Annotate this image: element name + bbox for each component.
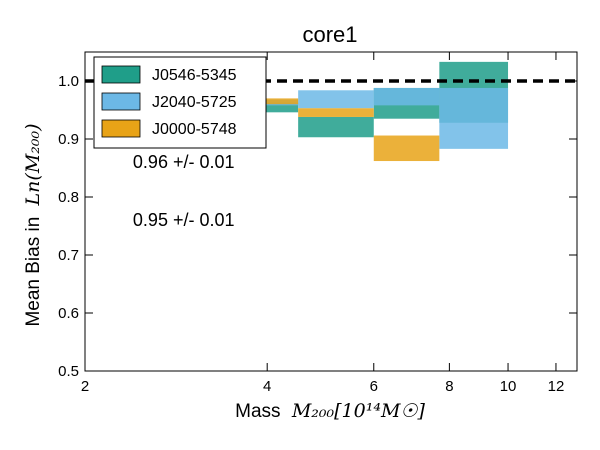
legend-label-0: J0546-5345 <box>152 67 237 84</box>
y-tick-label: 1.0 <box>58 73 79 90</box>
x-tick-label: 6 <box>370 378 378 395</box>
x-tick-label: 12 <box>548 378 565 395</box>
legend-label-1: J2040-5725 <box>152 94 237 111</box>
legend: J0546-5345 J2040-5725 J0000-5748 <box>93 56 267 149</box>
x-tick-label: 10 <box>500 378 517 395</box>
annotation-1: 0.95 +/- 0.01 <box>133 210 235 230</box>
bias-box-2-2 <box>373 135 440 162</box>
y-axis-label-prefix: Mean Bias in <box>23 217 44 327</box>
x-axis-label-math: M₂₀₀[10¹⁴M☉] <box>291 400 426 422</box>
legend-label-2: J0000-5748 <box>152 121 237 138</box>
bias-box-1-1 <box>298 90 374 109</box>
legend-swatch-0 <box>101 65 141 84</box>
y-tick-label: 0.9 <box>58 131 79 148</box>
x-axis-label-prefix: Mass <box>235 401 280 422</box>
plot-area: 0.96 +/- 0.01 0.95 +/- 0.01 <box>85 61 577 230</box>
bias-box-1-2 <box>373 87 440 106</box>
legend-swatch-1 <box>101 92 141 111</box>
bias-box-2-1 <box>298 108 374 117</box>
x-axis-label: Mass M₂₀₀[10¹⁴M☉] <box>235 400 425 422</box>
y-axis-label-math: Ln(M₂₀₀) <box>22 123 44 206</box>
x-tick-label: 2 <box>81 378 89 395</box>
legend-swatch-2 <box>101 119 141 138</box>
x-tick-label: 4 <box>263 378 271 395</box>
x-tick-label: 8 <box>445 378 453 395</box>
bias-box-0-1 <box>298 116 374 138</box>
y-tick-label: 0.8 <box>58 189 79 206</box>
y-axis-label: Mean Bias in Ln(M₂₀₀) <box>22 123 44 326</box>
y-tick-label: 0.5 <box>58 363 79 380</box>
axes: 2 4 6 8 10 12 0.5 0.6 0.7 0.8 0.9 1.0 <box>58 51 578 395</box>
chart-title: core1 <box>302 22 357 47</box>
annotation-0: 0.96 +/- 0.01 <box>133 152 235 172</box>
y-tick-label: 0.7 <box>58 247 79 264</box>
plot-frame <box>84 51 578 372</box>
y-tick-label: 0.6 <box>58 305 79 322</box>
bias-box-1-3 <box>439 87 509 149</box>
